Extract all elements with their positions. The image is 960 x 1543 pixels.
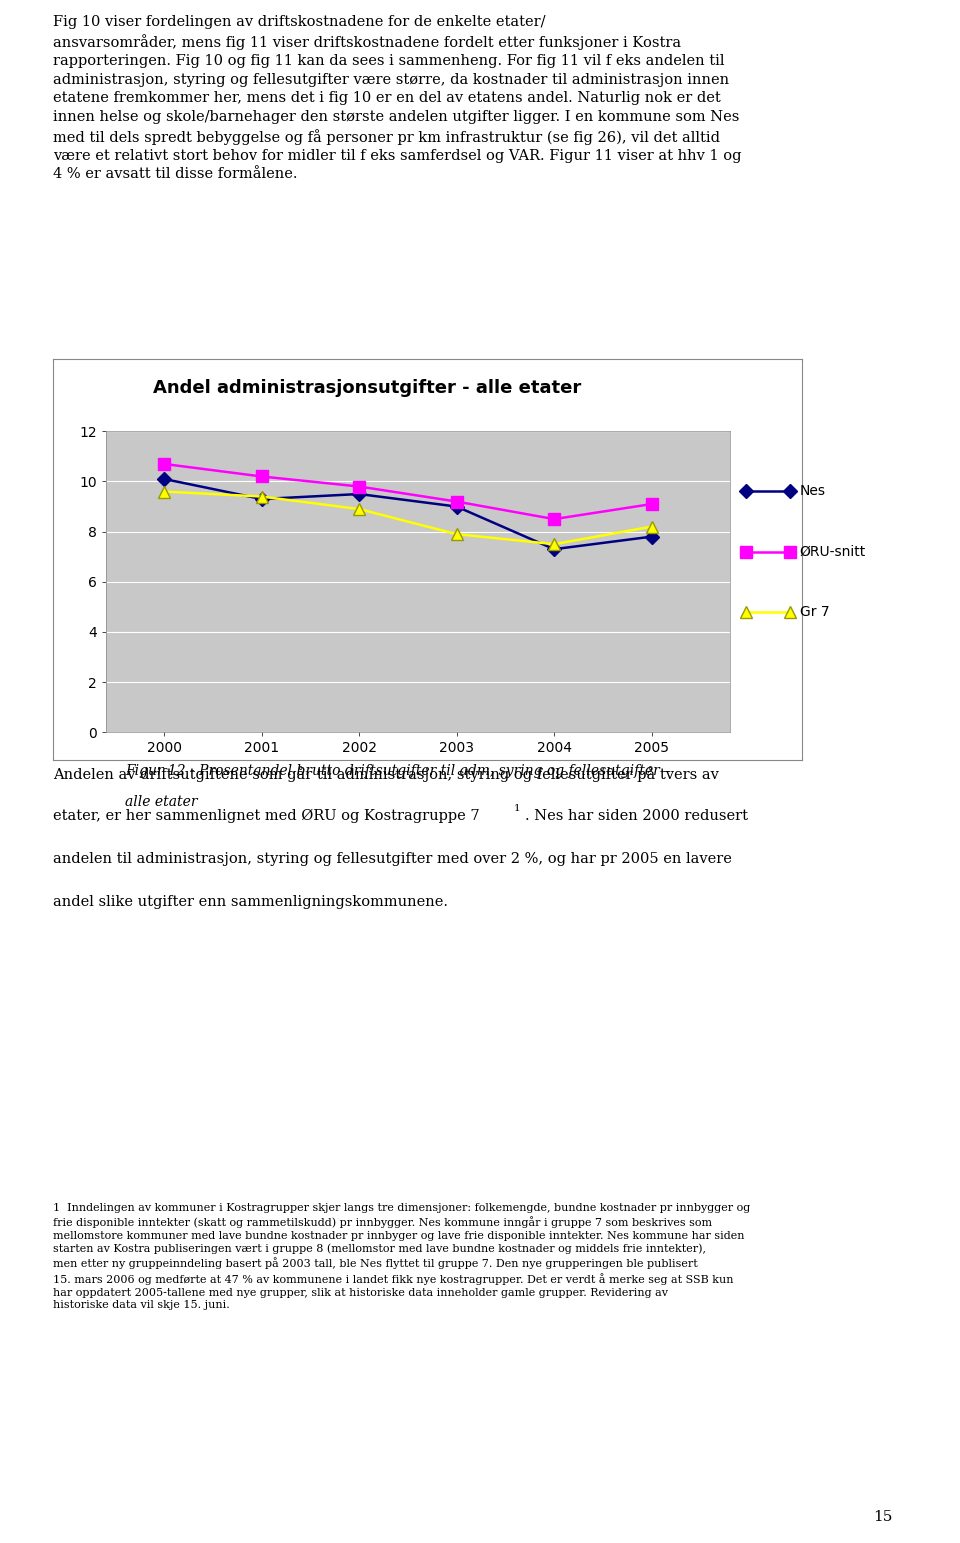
Text: 1: 1 — [515, 804, 521, 813]
Text: . Nes har siden 2000 redusert: . Nes har siden 2000 redusert — [525, 809, 749, 822]
Text: Andel administrasjonsutgifter - alle etater: Andel administrasjonsutgifter - alle eta… — [154, 380, 582, 397]
Text: andelen til administrasjon, styring og fellesutgifter med over 2 %, og har pr 20: andelen til administrasjon, styring og f… — [53, 852, 732, 866]
Text: Nes: Nes — [800, 485, 826, 498]
Text: 1  Inndelingen av kommuner i Kostragrupper skjer langs tre dimensjoner: folkemen: 1 Inndelingen av kommuner i Kostragruppe… — [53, 1202, 750, 1310]
Text: Fig 10 viser fordelingen av driftskostnadene for de enkelte etater/
ansvarsområd: Fig 10 viser fordelingen av driftskostna… — [53, 15, 741, 182]
Text: Andelen av driftsutgiftene som går til administrasjon, styring og fellesutgifter: Andelen av driftsutgiftene som går til a… — [53, 765, 719, 782]
Text: 15: 15 — [874, 1509, 893, 1524]
Text: Figur 12 - Prosentandel brutto driftsutgifter til adm, syring og fellesutgifter : Figur 12 - Prosentandel brutto driftsutg… — [125, 764, 671, 778]
Text: alle etater: alle etater — [125, 795, 198, 809]
Text: Gr 7: Gr 7 — [800, 605, 829, 619]
Text: andel slike utgifter enn sammenligningskommunene.: andel slike utgifter enn sammenligningsk… — [53, 895, 447, 909]
Text: ØRU-snitt: ØRU-snitt — [800, 545, 866, 559]
Text: etater, er her sammenlignet med ØRU og Kostragruppe 7: etater, er her sammenlignet med ØRU og K… — [53, 809, 479, 822]
